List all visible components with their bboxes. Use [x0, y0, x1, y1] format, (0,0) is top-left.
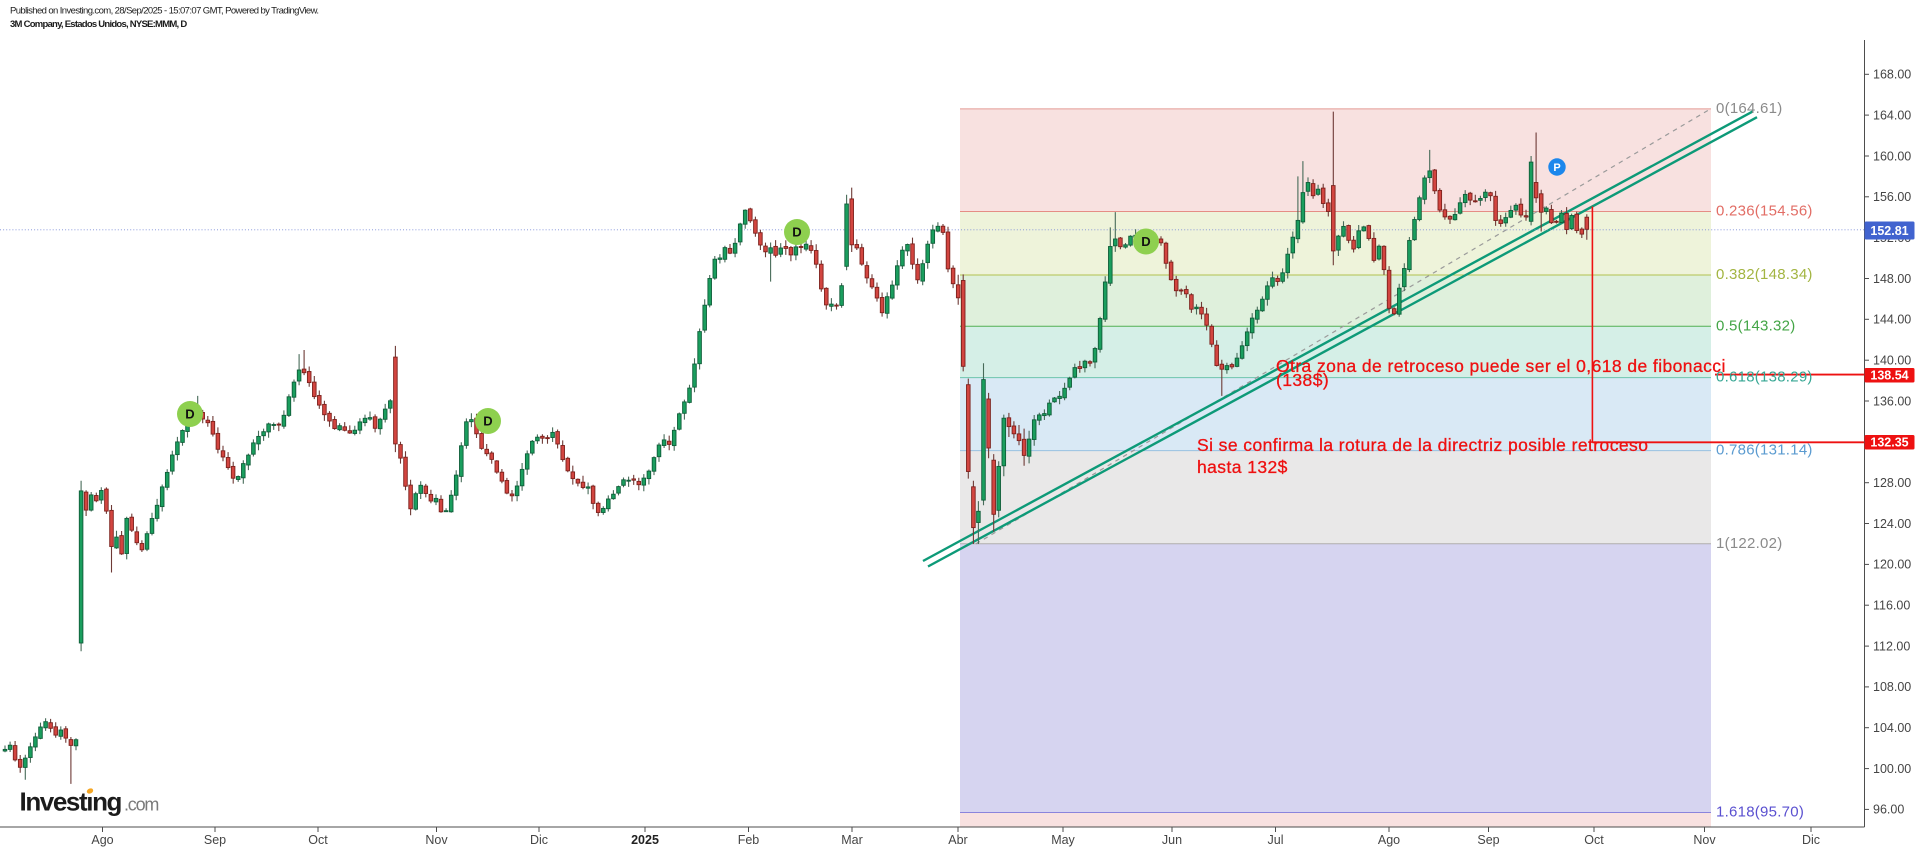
svg-text:0.5(143.32): 0.5(143.32) — [1716, 317, 1795, 334]
svg-text:0.382(148.34): 0.382(148.34) — [1716, 266, 1813, 283]
svg-text:1.618(95.70): 1.618(95.70) — [1716, 804, 1804, 821]
svg-text:Jun: Jun — [1162, 833, 1182, 847]
svg-text:Nov: Nov — [1693, 833, 1716, 847]
svg-text:Jul: Jul — [1268, 833, 1284, 847]
svg-text:160.00: 160.00 — [1873, 149, 1911, 163]
svg-text:D: D — [792, 225, 801, 240]
svg-text:0.786(131.14): 0.786(131.14) — [1716, 442, 1813, 459]
svg-text:0.618(138.29): 0.618(138.29) — [1716, 369, 1813, 386]
svg-text:3M Company, Estados Unidos, NY: 3M Company, Estados Unidos, NYSE:MMM, D — [10, 19, 187, 30]
svg-text:152.81: 152.81 — [1870, 224, 1908, 238]
svg-text:Nov: Nov — [425, 833, 448, 847]
svg-text:136.00: 136.00 — [1873, 394, 1911, 408]
svg-text:0.236(154.56): 0.236(154.56) — [1716, 203, 1813, 220]
svg-text:Investıng: Investıng — [20, 787, 122, 817]
svg-text:Published on Investing.com, 28: Published on Investing.com, 28/Sep/2025 … — [10, 6, 318, 17]
svg-text:148.00: 148.00 — [1873, 272, 1911, 286]
svg-text:Oct: Oct — [1584, 833, 1604, 847]
svg-text:D: D — [483, 414, 492, 429]
svg-text:Oct: Oct — [308, 833, 328, 847]
svg-text:Feb: Feb — [738, 833, 760, 847]
svg-text:128.00: 128.00 — [1873, 476, 1911, 490]
svg-text:112.00: 112.00 — [1873, 639, 1910, 653]
svg-text:Ago: Ago — [91, 833, 113, 847]
svg-text:hasta 132$: hasta 132$ — [1197, 457, 1288, 477]
svg-text:Dic: Dic — [1802, 833, 1820, 847]
svg-text:Ago: Ago — [1378, 833, 1400, 847]
svg-text:Sep: Sep — [204, 833, 226, 847]
svg-text:120.00: 120.00 — [1873, 558, 1911, 572]
svg-text:(138$): (138$) — [1276, 370, 1329, 390]
svg-text:138.54: 138.54 — [1870, 369, 1908, 383]
svg-text:May: May — [1051, 833, 1075, 847]
svg-text:P: P — [1553, 162, 1560, 174]
svg-text:132.35: 132.35 — [1870, 436, 1908, 450]
svg-text:96.00: 96.00 — [1873, 803, 1904, 817]
svg-text:Otra zona de retroceso puede s: Otra zona de retroceso puede ser el 0,61… — [1276, 356, 1726, 376]
svg-text:Si se confirma la rotura de la: Si se confirma la rotura de la directriz… — [1197, 435, 1648, 455]
svg-text:D: D — [1141, 234, 1150, 249]
svg-text:2025: 2025 — [631, 833, 659, 847]
svg-text:156.00: 156.00 — [1873, 190, 1911, 204]
svg-text:124.00: 124.00 — [1873, 517, 1911, 531]
svg-text:0(164.61): 0(164.61) — [1716, 100, 1782, 117]
svg-text:108.00: 108.00 — [1873, 680, 1911, 694]
svg-text:D: D — [185, 407, 194, 422]
svg-text:116.00: 116.00 — [1873, 599, 1910, 613]
svg-text:100.00: 100.00 — [1873, 762, 1911, 776]
svg-text:Dic: Dic — [530, 833, 548, 847]
svg-text:Abr: Abr — [948, 833, 967, 847]
svg-text:.com: .com — [124, 795, 158, 815]
svg-text:Sep: Sep — [1477, 833, 1499, 847]
svg-text:1(122.02): 1(122.02) — [1716, 535, 1782, 552]
svg-text:168.00: 168.00 — [1873, 68, 1911, 82]
svg-text:104.00: 104.00 — [1873, 721, 1911, 735]
svg-text:140.00: 140.00 — [1873, 354, 1911, 368]
svg-text:Mar: Mar — [841, 833, 863, 847]
svg-text:144.00: 144.00 — [1873, 313, 1911, 327]
svg-text:164.00: 164.00 — [1873, 108, 1911, 122]
